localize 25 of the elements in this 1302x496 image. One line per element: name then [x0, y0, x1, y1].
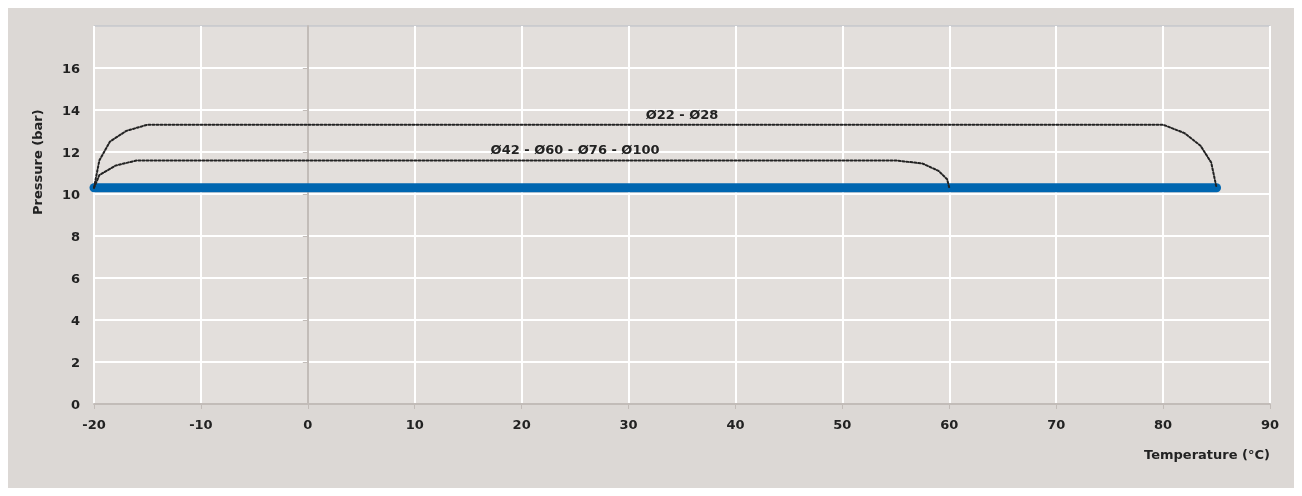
x-tick-label: 30 — [619, 417, 638, 432]
x-tick-label: 10 — [405, 417, 424, 432]
x-tick-label: -10 — [189, 417, 213, 432]
y-tick-label: 16 — [61, 60, 80, 76]
y-tick-label: 12 — [61, 144, 80, 160]
y-tick-label: 4 — [70, 312, 80, 328]
y-tick-label: 10 — [61, 186, 80, 202]
annotation: Ø22 - Ø28 — [645, 106, 719, 122]
x-axis-title: Temperature (°C) — [1144, 447, 1270, 462]
annotation: Ø42 - Ø60 - Ø76 - Ø100 — [490, 142, 660, 158]
x-tick-label: 70 — [1047, 417, 1066, 432]
y-tick-label: 14 — [61, 102, 80, 118]
y-tick-label: 6 — [70, 270, 80, 286]
y-axis-title: Pressure (bar) — [30, 109, 45, 215]
x-tick-label: 50 — [833, 417, 852, 432]
x-tick-label: -20 — [82, 417, 106, 432]
x-tick-label: 90 — [1260, 417, 1280, 432]
y-tick-label: 8 — [70, 228, 80, 244]
y-tick-label: 0 — [70, 396, 80, 412]
y-tick-label: 2 — [70, 354, 80, 370]
x-tick-label: 40 — [726, 417, 745, 432]
x-tick-label: 60 — [940, 417, 959, 432]
x-tick-label: 80 — [1154, 417, 1173, 432]
x-tick-label: 0 — [303, 417, 313, 432]
x-tick-label: 20 — [512, 417, 531, 432]
